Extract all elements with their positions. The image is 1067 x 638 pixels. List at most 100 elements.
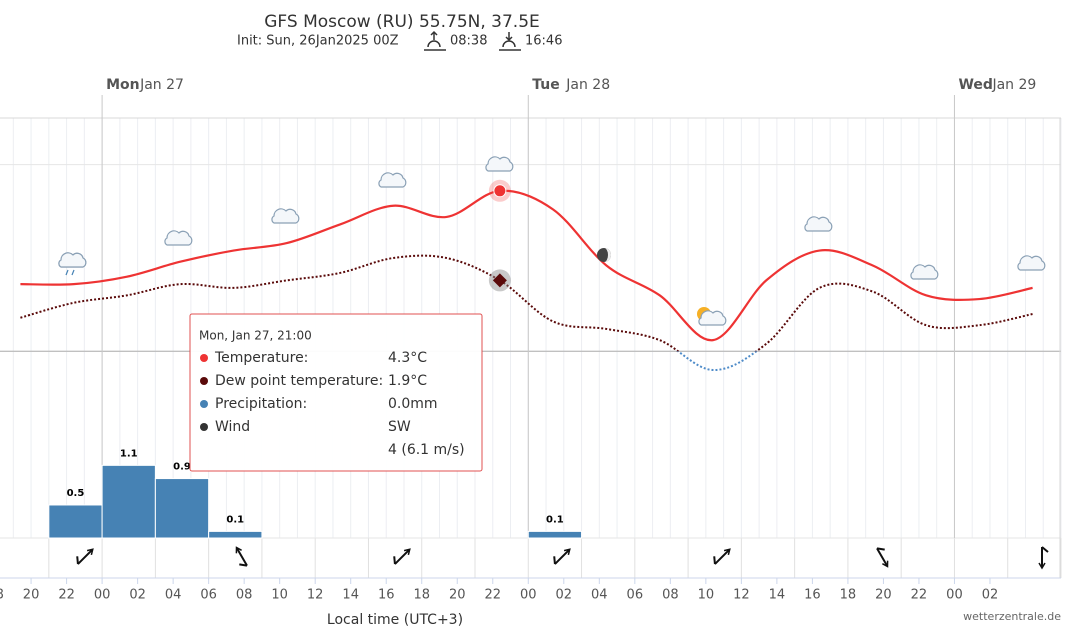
tooltip-label: Precipitation: [215,396,307,412]
tooltip-label: Temperature: [214,350,308,366]
cloud [271,208,300,224]
cloud [910,264,939,280]
precip-label: 1.1 [120,448,138,459]
day-date: Jan 27 [139,77,184,93]
weather-icon [271,208,300,224]
precip-label: 0.1 [226,514,244,525]
barb-head [1038,562,1046,570]
barb-feather [713,556,716,565]
cloud [804,216,833,232]
x-tick-label: 20 [875,588,892,603]
tooltip-dot [200,354,208,362]
tooltip-title: Mon, Jan 27, 21:00 [199,329,312,343]
weather-icon [698,310,727,326]
chart-title: GFS Moscow (RU) 55.75N, 37.5E [264,12,540,32]
x-tick-label: 00 [520,588,537,603]
precip-bar [208,530,263,539]
x-tick-label: 16 [378,588,395,603]
barb-head [563,548,571,556]
barb-shaft [714,549,730,565]
x-tick-label: 20 [449,588,466,603]
precip-bar [48,504,103,539]
x-tick-label: 10 [271,588,288,603]
wind-barb [876,547,889,568]
day-name: Mon [106,77,140,93]
x-tick-label: 04 [165,588,182,603]
weather-icon [910,264,939,280]
tooltip-box [189,313,483,472]
x-tick-label: 02 [982,588,999,603]
weather-icon [378,172,407,188]
weather-icon [485,156,514,172]
precip-label: 0.5 [67,488,85,499]
x-tick-label: 04 [591,588,608,603]
wind-barb [76,548,94,565]
tooltip-value: 4.3°C [388,350,427,366]
barb-feather [239,563,248,567]
subtitle-init: Init: Sun, 26Jan2025 00Z [237,34,399,49]
barb-feather [553,556,556,565]
x-tick-label: 00 [946,588,963,603]
x-tick-label: 02 [129,588,146,603]
barb-shaft [394,549,410,565]
cloud [164,230,193,246]
day-name: Wed [958,77,992,93]
hover-point [492,273,507,288]
tooltip-value: 1.9°C [388,373,427,389]
cloud [378,172,407,188]
x-tick-label: 06 [627,588,644,603]
precip-bar [154,478,210,539]
x-tick-label: 22 [58,588,75,603]
x-tick-label: 02 [556,588,573,603]
x-tick-label: 18 [840,588,857,603]
barb-head [723,548,731,556]
barb-feather [393,556,396,565]
barb-shaft [236,547,248,567]
wind-barb [393,548,411,565]
tooltip-value: 0.0mm [388,396,438,412]
barb-head [235,546,242,554]
tooltip-label: Wind [215,419,250,435]
moon-lit [604,248,611,262]
barb-feather [76,556,79,565]
barb-feather [876,547,885,551]
barb-head [86,548,94,556]
barb-feather [1041,546,1049,553]
weather-icon [804,216,833,232]
day-name: Tue [532,77,559,93]
wind-barb [235,546,248,567]
x-tick-label: 18 [413,588,430,603]
weather-icon [164,230,193,246]
tooltip-label: Dew point temperature: [215,373,383,389]
sunset-icon [499,32,521,51]
precip-label: 0.1 [546,514,564,525]
wind-barb [553,548,571,565]
cloud [1017,255,1046,271]
sunrise-icon [424,30,446,51]
x-tick-label: 22 [484,588,501,603]
sunset-time: 16:46 [525,34,562,49]
precip-bar [527,530,583,539]
tooltip: Mon, Jan 27, 21:00 Temperature: 4.3°C Dew p… [189,313,483,472]
cloud [485,156,514,172]
cloud [58,252,87,268]
temperature-line [20,189,1033,342]
barb-head [403,548,411,556]
x-tick-label: 10 [698,588,715,603]
barb-shaft [77,549,93,565]
precip-bar [101,464,156,539]
barb-shaft [876,547,888,567]
x-tick-label: 22 [911,588,928,603]
sunrise-time: 08:38 [450,34,487,49]
x-tick-label: 12 [307,588,324,603]
x-tick-label: 08 [236,588,253,603]
hover-point [493,184,507,198]
x-tick-label: 14 [342,588,359,603]
tooltip-value: SW [388,419,411,435]
weather-icon [58,252,87,276]
credit: wetterzentrale.de [963,610,1061,623]
tooltip-dot [200,377,208,385]
tooltip-dot [200,400,208,408]
x-tick-label: 12 [733,588,750,603]
